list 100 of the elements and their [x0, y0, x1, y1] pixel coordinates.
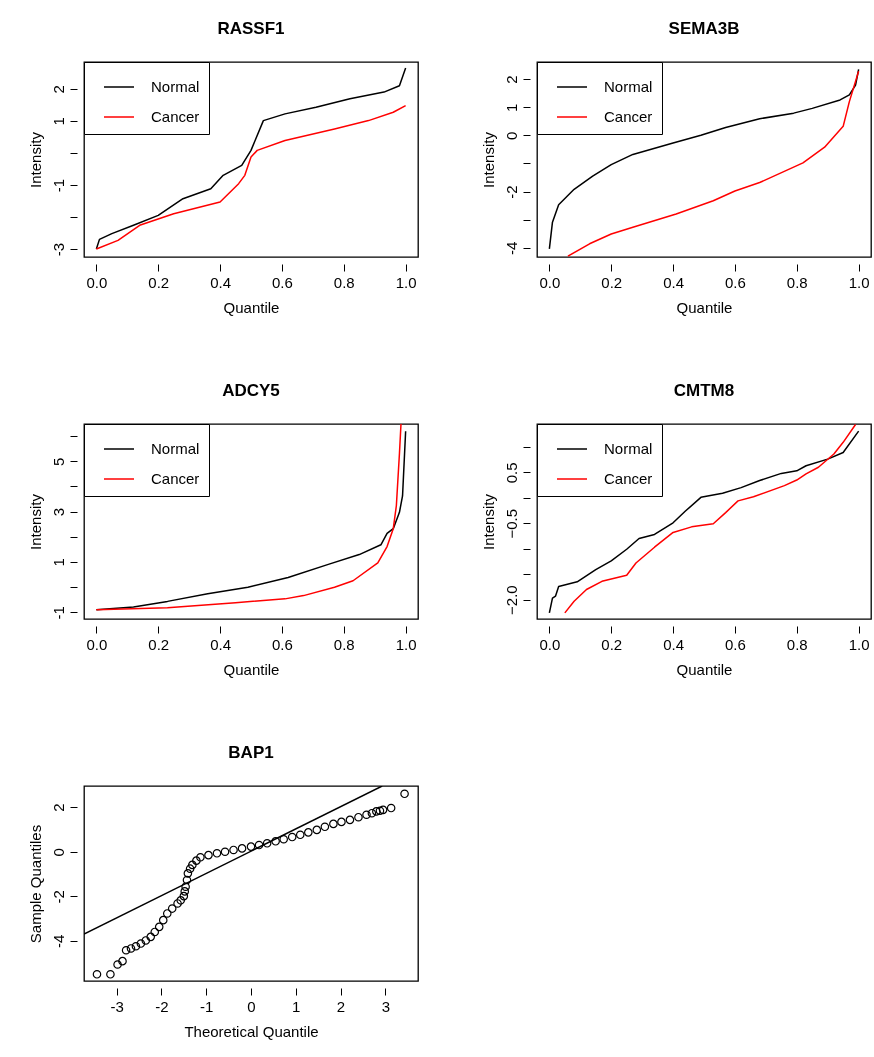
point: [131, 941, 141, 951]
point: [262, 838, 272, 848]
point: [386, 803, 396, 813]
point: [295, 830, 305, 840]
point: [106, 970, 115, 979]
x-tick-label: 3: [381, 997, 390, 1015]
y-tick-label: 0: [49, 848, 67, 857]
point: [320, 822, 330, 832]
point: [204, 850, 213, 860]
point: [312, 825, 322, 835]
y-tick-label: 1: [49, 558, 67, 567]
point: [362, 810, 371, 820]
x-tick-label: 0.8: [333, 273, 355, 291]
y-axis-title: Sample Quantiles: [26, 824, 44, 944]
x-tick-label: 0.0: [86, 635, 108, 653]
y-tick-label: -1: [49, 606, 67, 620]
point: [136, 939, 146, 948]
chart-title: RASSF1: [217, 18, 285, 38]
legend-label: Normal: [604, 78, 653, 95]
y-tick-label: 2: [502, 75, 520, 84]
point: [372, 807, 381, 816]
y-tick-label: 0: [502, 131, 520, 141]
point: [182, 875, 192, 885]
point: [254, 840, 264, 850]
y-tick-label: 5: [49, 457, 67, 466]
y-axis-title: Intensity: [479, 493, 497, 550]
point: [229, 845, 238, 855]
legend-label: Cancer: [604, 108, 653, 125]
legend-label: Normal: [604, 440, 653, 457]
point: [304, 828, 313, 837]
point: [181, 882, 190, 892]
x-tick-label: 2: [336, 997, 346, 1015]
point: [329, 819, 338, 829]
y-tick-label: −2.0: [502, 585, 520, 615]
point: [176, 896, 186, 905]
x-tick-label: 0.2: [601, 635, 623, 653]
point: [246, 842, 256, 851]
legend-label: Cancer: [151, 470, 200, 487]
chart-title: BAP1: [228, 743, 274, 762]
x-tick-label: 1.0: [395, 635, 417, 653]
y-tick-label: 1: [502, 103, 520, 112]
x-axis-title: Quantile: [223, 298, 280, 316]
y-axis-title: Intensity: [479, 131, 497, 188]
y-tick-label: 3: [49, 507, 67, 517]
x-tick-label: 0.2: [148, 635, 170, 653]
x-tick-label: 0.2: [601, 273, 623, 291]
point: [212, 849, 222, 858]
x-tick-label: 0.8: [786, 635, 808, 653]
y-tick-label: 2: [49, 85, 67, 94]
x-tick-label: 1.0: [848, 273, 870, 291]
point: [196, 853, 205, 862]
x-tick-label: 0.6: [272, 273, 293, 291]
x-tick-label: 0.4: [210, 273, 231, 291]
x-tick-label: 0.0: [539, 635, 561, 653]
point: [279, 834, 288, 844]
x-tick-label: 0.8: [333, 635, 355, 653]
y-axis-title: Intensity: [26, 131, 44, 188]
point: [271, 836, 280, 846]
y-tick-label: 1: [49, 117, 67, 126]
y-tick-label: -2: [502, 185, 520, 199]
point: [141, 936, 151, 945]
point: [354, 812, 363, 822]
point: [118, 956, 127, 966]
x-tick-label: 0: [247, 997, 256, 1015]
x-tick-label: 1: [292, 997, 301, 1015]
x-tick-label: 0.4: [663, 273, 684, 291]
point: [121, 945, 131, 955]
point: [220, 847, 230, 857]
point: [287, 832, 297, 842]
point: [167, 904, 177, 913]
point: [188, 860, 197, 870]
x-tick-label: 1.0: [395, 273, 417, 291]
point: [183, 869, 193, 878]
x-tick-label: -2: [155, 997, 169, 1015]
chart-title: SEMA3B: [668, 18, 740, 38]
y-tick-label: -4: [502, 241, 520, 255]
point: [162, 909, 172, 918]
y-tick-label: 2: [49, 803, 67, 812]
legend-label: Normal: [151, 440, 200, 457]
x-axis-title: Quantile: [676, 298, 733, 316]
point: [345, 815, 355, 825]
point: [185, 864, 195, 873]
point: [179, 891, 189, 901]
y-tick-label: -4: [49, 934, 67, 949]
y-tick-label: −0.5: [502, 508, 520, 539]
point: [400, 789, 409, 799]
chart-title: CMTM8: [673, 380, 735, 400]
point: [337, 817, 346, 827]
x-tick-label: 0.6: [272, 635, 293, 653]
x-tick-label: 0.6: [725, 273, 746, 291]
x-axis-title: Theoretical Quantile: [184, 1022, 319, 1040]
point: [192, 856, 201, 865]
x-tick-label: 0.6: [725, 635, 746, 653]
y-tick-label: -1: [49, 178, 67, 193]
point: [92, 970, 102, 979]
line-series: [95, 67, 407, 250]
x-axis-title: Quantile: [676, 660, 733, 678]
y-axis-title: Intensity: [26, 493, 44, 550]
y-tick-label: -2: [49, 890, 67, 904]
x-tick-label: -1: [200, 997, 214, 1015]
